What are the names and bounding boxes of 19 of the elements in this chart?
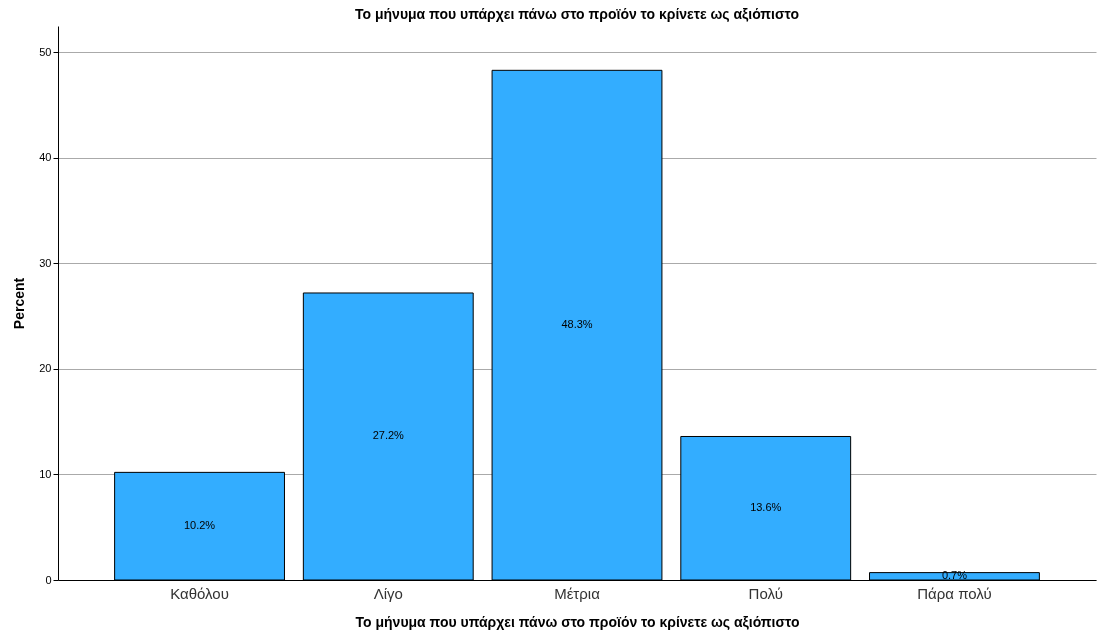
data-label: 0.7% [941, 569, 968, 582]
x-tick-label: Πάρα πολύ [917, 584, 992, 602]
y-axis-title: Percent [11, 277, 28, 330]
x-tick-label: Λίγο [373, 584, 403, 602]
y-tick-label: 50 [39, 45, 52, 58]
x-tick-label: Καθόλου [170, 584, 229, 602]
data-label: 13.6% [750, 501, 782, 514]
x-tick-label: Πολύ [748, 584, 783, 602]
x-axis-title: Το μήνυμα που υπάρχει πάνω στο προϊόν το κρίνετε ως αξιόπιστο [355, 613, 800, 630]
chart-title: Το μήνυμα που υπάρχει πάνω στο προϊόν το κρίνετε ως αξιόπιστο [355, 6, 799, 22]
y-tick-label: 10 [39, 467, 52, 480]
y-tick-label: 30 [39, 256, 52, 269]
x-tick-label: Μέτρια [554, 584, 601, 602]
data-label: 10.2% [183, 519, 216, 532]
y-tick-label: 40 [39, 151, 52, 164]
y-tick-label: 0 [45, 573, 52, 586]
data-label: 27.2% [372, 429, 405, 442]
data-label: 48.3% [561, 318, 593, 331]
y-tick-label: 20 [39, 362, 52, 375]
